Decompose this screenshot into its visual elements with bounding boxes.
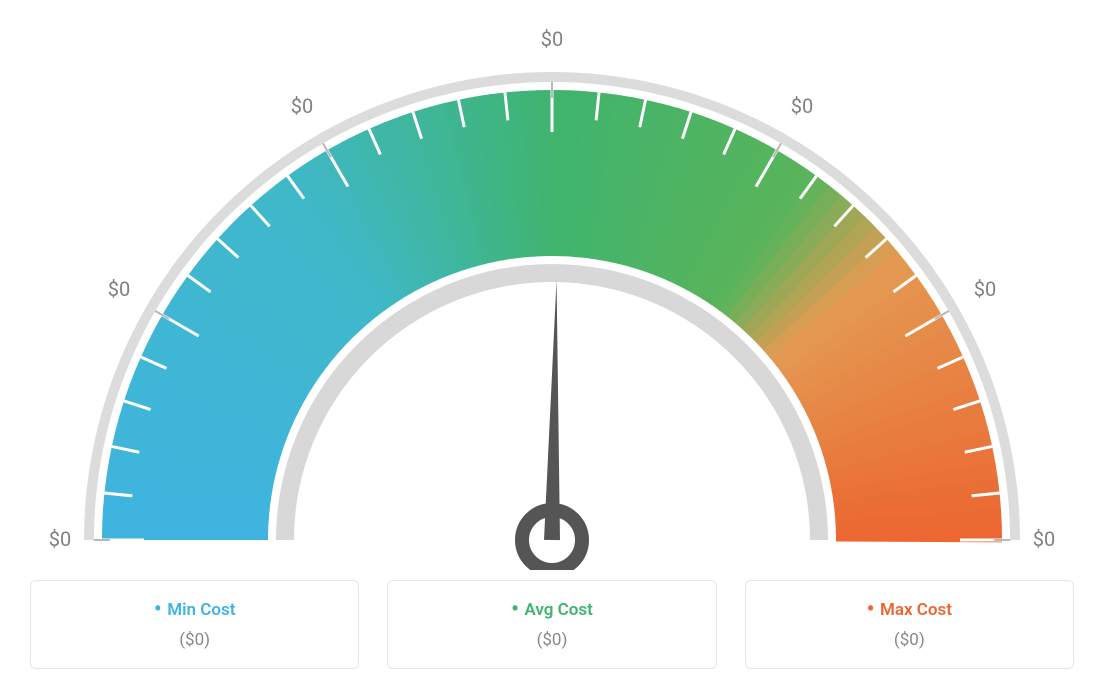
tick-label: $0 xyxy=(791,94,813,118)
legend-label: Max Cost xyxy=(746,597,1073,622)
legend-row: Min Cost ($0) Avg Cost ($0) Max Cost ($0) xyxy=(0,580,1104,669)
legend-label: Min Cost xyxy=(31,597,358,622)
tick-label: $0 xyxy=(291,94,313,118)
gauge-chart: $0 $0 $0 $0 $0 $0 $0 xyxy=(0,0,1104,570)
legend-label: Avg Cost xyxy=(388,597,715,622)
gauge-svg: $0 $0 $0 $0 $0 $0 $0 xyxy=(42,10,1062,570)
needle xyxy=(544,280,560,540)
tick-label: $0 xyxy=(1033,527,1055,551)
legend-card: Avg Cost ($0) xyxy=(387,580,716,669)
legend-card: Min Cost ($0) xyxy=(30,580,359,669)
tick-label: $0 xyxy=(541,27,563,51)
legend-value: ($0) xyxy=(31,630,358,650)
legend-card: Max Cost ($0) xyxy=(745,580,1074,669)
tick-label: $0 xyxy=(974,277,996,301)
tick-label: $0 xyxy=(49,527,71,551)
tick-label: $0 xyxy=(108,277,130,301)
legend-value: ($0) xyxy=(746,630,1073,650)
legend-value: ($0) xyxy=(388,630,715,650)
